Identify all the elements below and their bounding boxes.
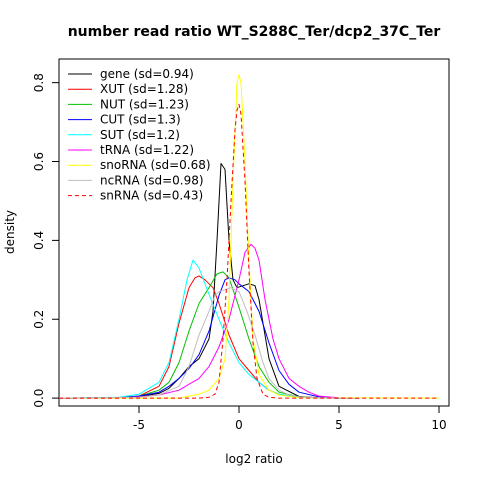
y-tick-label: 0.4 [32, 231, 46, 250]
legend-label-2: NUT (sd=1.23) [100, 97, 189, 111]
series-line-2 [58, 271, 340, 399]
x-tick-label: 10 [431, 418, 446, 432]
legend-label-5: tRNA (sd=1.22) [100, 143, 194, 157]
x-tick-label: 0 [235, 418, 243, 432]
legend-label-8: snRNA (sd=0.43) [100, 189, 203, 203]
y-tick-label: 0.0 [32, 389, 46, 408]
legend-label-1: XUT (sd=1.28) [100, 82, 188, 96]
series-line-5 [59, 243, 360, 399]
y-tick-label: 0.6 [32, 152, 46, 171]
x-tick-label: -5 [133, 418, 145, 432]
series-line-6 [59, 74, 440, 399]
series-line-4 [58, 259, 340, 399]
legend: gene (sd=0.94)XUT (sd=1.28)NUT (sd=1.23)… [68, 67, 211, 203]
series-line-1 [58, 275, 340, 399]
y-tick-label: 0.2 [32, 310, 46, 329]
legend-label-4: SUT (sd=1.2) [100, 128, 180, 142]
legend-label-7: ncRNA (sd=0.98) [100, 173, 204, 187]
y-axis-label: density [3, 210, 17, 254]
legend-label-0: gene (sd=0.94) [100, 67, 194, 81]
series-line-8 [59, 103, 439, 399]
series-line-3 [58, 277, 340, 399]
plot-area: -5 0 5 10 0.0 0.2 0.4 0.6 0.8 [32, 58, 450, 432]
legend-label-3: CUT (sd=1.3) [100, 113, 181, 127]
x-axis-label: log2 ratio [225, 452, 282, 466]
plot-frame [58, 58, 450, 407]
series-line-0 [58, 163, 359, 399]
legend-label-6: snoRNA (sd=0.68) [100, 158, 211, 172]
y-tick-label: 0.8 [32, 73, 46, 92]
chart-title: number read ratio WT_S288C_Ter/dcp2_37C_… [68, 24, 441, 40]
series-line-7 [58, 287, 340, 399]
x-tick-label: 5 [335, 418, 343, 432]
